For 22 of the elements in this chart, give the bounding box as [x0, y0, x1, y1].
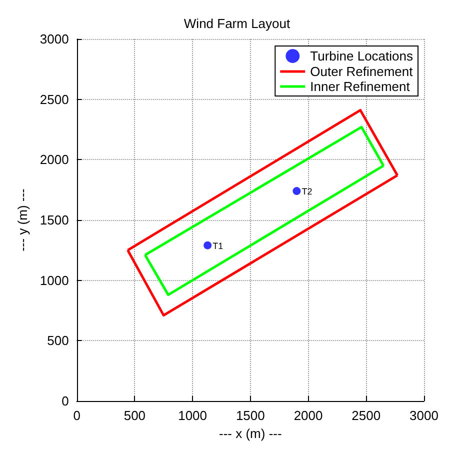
- y-tick-label: 500: [47, 333, 69, 348]
- annotation: T2: [302, 186, 312, 197]
- legend-label: Outer Refinement: [310, 64, 414, 79]
- x-tick-label: 2000: [294, 408, 323, 423]
- x-tick-label: 2500: [352, 408, 381, 423]
- y-axis-title: --- y (m) ---: [15, 188, 30, 252]
- x-tick-label: 0: [73, 408, 80, 423]
- x-tick-label: 3000: [410, 408, 438, 423]
- y-tick-label: 1500: [40, 212, 69, 228]
- x-axis-title: --- x (m) ---: [219, 426, 282, 441]
- x-tick-label: 500: [124, 408, 146, 423]
- y-tick-label: 2500: [40, 92, 69, 107]
- x-tick-label: 1500: [236, 408, 265, 423]
- annotation: T1: [212, 240, 224, 251]
- y-tick-label: 1000: [40, 272, 69, 288]
- legend-label: Inner Refinement: [310, 79, 410, 94]
- x-tick-label: 1000: [178, 408, 208, 423]
- y-tick-label: 3000: [40, 32, 69, 46]
- chart-title: Wind Farm Layout: [184, 16, 290, 31]
- y-tick-label: 2000: [40, 152, 69, 168]
- legend-label: Turbine Locations: [310, 48, 414, 64]
- y-tick-label: 0: [62, 394, 69, 408]
